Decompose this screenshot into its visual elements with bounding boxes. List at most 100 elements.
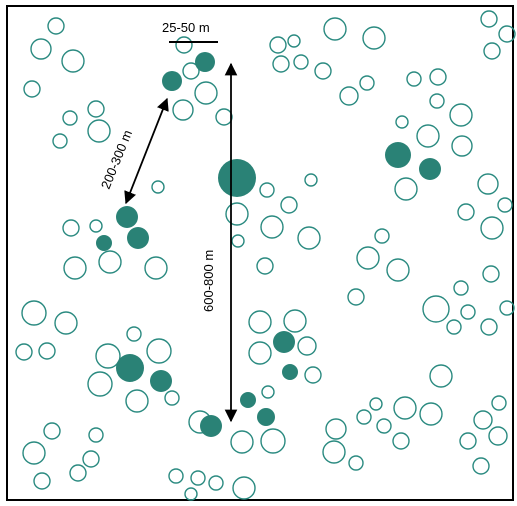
open-patch: [30, 38, 52, 60]
open-patch: [33, 472, 51, 490]
open-patch: [88, 427, 104, 443]
open-patch: [280, 196, 298, 214]
distance-label: 600-800 m: [201, 250, 216, 312]
open-patch: [293, 54, 309, 70]
open-patch: [82, 450, 100, 468]
open-patch: [429, 364, 453, 388]
open-patch: [144, 256, 168, 280]
open-patch: [54, 311, 78, 335]
open-patch: [325, 418, 347, 440]
open-patch: [369, 397, 383, 411]
filled-patch: [273, 331, 295, 353]
open-patch: [394, 177, 418, 201]
open-patch: [499, 300, 515, 316]
figure-frame: [6, 5, 514, 501]
open-patch: [488, 426, 508, 446]
open-patch: [125, 389, 149, 413]
open-patch: [304, 366, 322, 384]
filled-patch: [419, 158, 441, 180]
open-patch: [259, 182, 275, 198]
open-patch: [393, 396, 417, 420]
open-patch: [356, 246, 380, 270]
open-patch: [194, 81, 218, 105]
open-patch: [287, 34, 301, 48]
open-patch: [406, 71, 422, 87]
open-patch: [283, 309, 307, 333]
patch-diameter-label: 25-50 m: [162, 20, 210, 35]
open-patch: [480, 216, 504, 240]
open-patch: [38, 342, 56, 360]
open-patch: [61, 49, 85, 73]
open-patch: [459, 432, 477, 450]
open-patch: [348, 455, 364, 471]
open-patch: [322, 440, 346, 464]
open-patch: [52, 133, 68, 149]
open-patch: [126, 326, 142, 342]
filled-patch: [162, 71, 182, 91]
open-patch: [362, 26, 386, 50]
open-patch: [248, 341, 272, 365]
open-patch: [419, 402, 443, 426]
open-patch: [477, 173, 499, 195]
filled-patch: [116, 354, 144, 382]
open-patch: [472, 457, 490, 475]
open-patch: [339, 86, 359, 106]
open-patch: [422, 295, 450, 323]
open-patch: [429, 68, 447, 86]
open-patch: [429, 93, 445, 109]
filled-patch: [127, 227, 149, 249]
open-patch: [184, 487, 198, 501]
open-patch: [89, 219, 103, 233]
open-patch: [62, 219, 80, 237]
open-patch: [395, 115, 409, 129]
filled-patch: [218, 159, 256, 197]
open-patch: [256, 257, 274, 275]
open-patch: [480, 10, 498, 28]
open-patch: [491, 395, 507, 411]
open-patch: [482, 265, 500, 283]
open-patch: [95, 343, 121, 369]
open-patch: [473, 410, 493, 430]
open-patch: [47, 17, 65, 35]
open-patch: [15, 343, 33, 361]
filled-patch: [116, 206, 138, 228]
open-patch: [146, 338, 172, 364]
open-patch: [248, 310, 272, 334]
open-patch: [260, 215, 284, 239]
open-patch: [232, 476, 256, 500]
open-patch: [164, 390, 180, 406]
open-patch: [457, 203, 475, 221]
open-patch: [208, 475, 224, 491]
open-patch: [347, 288, 365, 306]
open-patch: [261, 385, 275, 399]
open-patch: [483, 42, 501, 60]
open-patch: [22, 441, 46, 465]
open-patch: [23, 80, 41, 98]
open-patch: [87, 371, 113, 397]
open-patch: [175, 36, 193, 54]
open-patch: [449, 103, 473, 127]
filled-patch: [240, 392, 256, 408]
open-patch: [297, 226, 321, 250]
open-patch: [314, 62, 332, 80]
open-patch: [446, 319, 462, 335]
open-patch: [269, 36, 287, 54]
open-patch: [480, 318, 498, 336]
open-patch: [69, 464, 87, 482]
filled-patch: [385, 142, 411, 168]
open-patch: [323, 17, 347, 41]
filled-patch: [200, 415, 222, 437]
open-patch: [182, 62, 200, 80]
open-patch: [376, 418, 392, 434]
open-patch: [260, 428, 286, 454]
open-patch: [63, 256, 87, 280]
open-patch: [374, 228, 390, 244]
open-patch: [297, 336, 317, 356]
filled-patch: [195, 52, 215, 72]
open-patch: [62, 110, 78, 126]
open-patch: [172, 99, 194, 121]
filled-patch: [257, 408, 275, 426]
open-patch: [356, 409, 372, 425]
